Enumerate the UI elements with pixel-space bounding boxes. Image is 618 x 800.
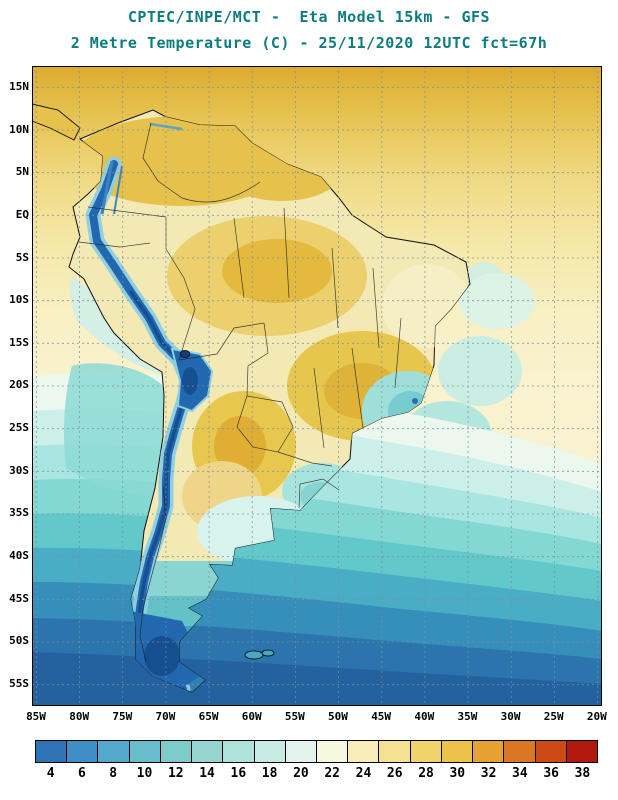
colorbar-segment	[98, 741, 130, 762]
colorbar-tick-label: 18	[261, 766, 278, 781]
colorbar-tick-label: 6	[78, 766, 86, 781]
gridlines-layer	[32, 66, 602, 706]
temperature-colorbar	[35, 740, 598, 763]
colorbar-scale: 4 6 8 10 12 14 16 18 20 22 24 26 28 30 3…	[35, 766, 598, 782]
page-subtitle: 2 Metre Temperature (C) - 25/11/2020 12U…	[70, 34, 548, 52]
colorbar-tick-label: 32	[480, 766, 497, 781]
map-frame	[32, 66, 602, 706]
map-area	[31, 66, 602, 706]
lat-label: 20S	[9, 378, 29, 392]
colorbar-segment	[192, 741, 224, 762]
lat-label: 30S	[9, 463, 29, 477]
colorbar-tick-label: 16	[230, 766, 247, 781]
lon-label: 60W	[241, 710, 262, 723]
lon-label: 35W	[457, 710, 478, 723]
lon-label: 55W	[284, 710, 305, 723]
colorbar-segment	[129, 741, 161, 762]
colorbar-tick-label: 14	[199, 766, 215, 781]
lat-label: 5N	[15, 165, 29, 179]
falkland-islands	[244, 649, 275, 660]
lat-label: 25S	[9, 421, 29, 435]
lat-label: 15N	[9, 80, 29, 93]
colorbar-tick-label: 34	[512, 766, 528, 781]
lon-label: 75W	[112, 710, 133, 723]
lon-label: 80W	[69, 710, 90, 723]
colorbar-segment	[473, 741, 505, 762]
colorbar-segment	[254, 741, 286, 762]
colorbar-segment	[379, 741, 411, 762]
lat-label: 5S	[15, 250, 29, 264]
colorbar-tick-label: 36	[543, 766, 559, 781]
colorbar-segment	[316, 741, 349, 762]
lat-label: EQ	[15, 207, 29, 221]
colorbar-tick-label: 28	[418, 766, 434, 781]
colorbar-segment	[160, 741, 193, 762]
colorbar-tick-label: 20	[293, 766, 309, 781]
lat-label: 45S	[9, 591, 29, 605]
lon-label: 25W	[543, 710, 564, 723]
colorbar-tick-label: 24	[355, 766, 372, 781]
colorbar-tick-label: 8	[109, 766, 118, 781]
lat-label: 50S	[9, 634, 29, 648]
colorbar-segment	[285, 741, 317, 762]
colorbar-tick-label: 22	[324, 766, 340, 781]
latitude-axis: 15N 10N 5N EQ 5S 10S 15S 20S 25S 30S 35S…	[0, 79, 29, 692]
lon-label: 50W	[328, 710, 348, 723]
colorbar-tick-label: 10	[136, 766, 153, 781]
colorbar-segment	[348, 741, 380, 762]
colorbar-segment	[223, 741, 255, 762]
colorbar-segment	[504, 741, 536, 762]
colorbar-segment	[67, 741, 99, 762]
lat-label: 15S	[9, 335, 29, 349]
lon-label: 30W	[500, 710, 521, 723]
lon-label: 65W	[198, 710, 219, 723]
temperature-map-canvas	[31, 66, 602, 706]
lat-label: 10N	[9, 122, 29, 136]
lat-label: 10S	[9, 293, 29, 307]
page-title: CPTEC/INPE/MCT - Eta Model 15km - GFS	[127, 8, 491, 26]
lon-label: 70W	[155, 710, 176, 723]
colorbar-segment	[441, 741, 474, 762]
colorbar-tick-label: 12	[167, 766, 184, 781]
lon-label: 85W	[26, 710, 46, 723]
lon-label: 20W	[586, 710, 607, 723]
colorbar-segment	[410, 741, 442, 762]
lat-label: 35S	[9, 506, 29, 520]
lat-label: 55S	[9, 676, 29, 690]
colorbar-tick-label: 30	[449, 766, 466, 781]
colorbar-tick-label: 26	[386, 766, 403, 781]
lon-label: 45W	[371, 710, 392, 723]
colorbar-tick-label: 4	[46, 766, 55, 781]
lat-label: 40S	[9, 549, 29, 563]
colorbar-segment	[36, 741, 68, 762]
longitude-axis: 85W 80W 75W 70W 65W 60W 55W 50W 45W 40W …	[20, 710, 613, 724]
colorbar-tick-label: 38	[574, 766, 591, 781]
lon-label: 40W	[414, 710, 435, 723]
colorbar-segment	[535, 741, 567, 762]
colorbar-segment	[566, 741, 597, 762]
